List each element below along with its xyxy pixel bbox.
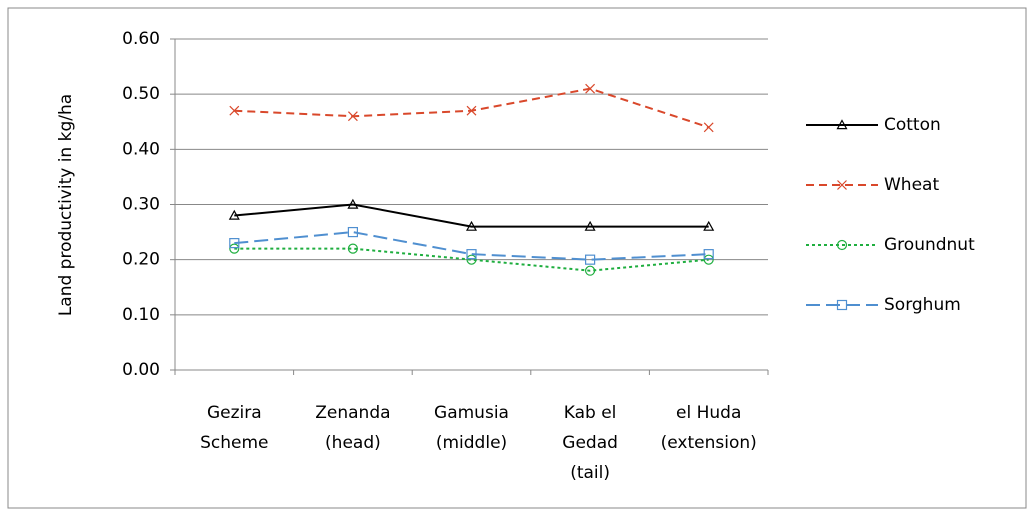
marker <box>836 119 848 130</box>
y-tick-label: 0.20 <box>122 250 160 270</box>
y-tick-label: 0.10 <box>122 305 160 325</box>
marker <box>585 83 596 94</box>
marker <box>466 249 477 260</box>
y-tick-label: 0.40 <box>122 139 160 159</box>
legend-label: Sorghum <box>884 295 961 315</box>
marker <box>465 220 478 231</box>
x-tick-label: (tail) <box>570 463 610 483</box>
marker <box>584 254 596 265</box>
legend-label: Wheat <box>884 175 939 195</box>
marker <box>584 220 596 231</box>
marker <box>228 209 240 220</box>
x-tick-label: Zenanda <box>315 403 390 423</box>
marker <box>703 254 714 265</box>
series-line <box>234 203 709 228</box>
x-tick-label: (extension) <box>661 433 757 453</box>
marker <box>466 254 477 265</box>
marker <box>837 180 847 190</box>
marker <box>347 111 358 122</box>
chart-frame <box>7 7 1027 509</box>
marker <box>229 105 240 116</box>
marker <box>347 243 358 254</box>
marker <box>466 105 477 116</box>
marker <box>229 238 240 249</box>
x-tick-label: el Huda <box>676 403 741 423</box>
x-tick-label: Gamusia <box>434 403 509 423</box>
series-line <box>234 247 709 272</box>
marker <box>584 265 596 276</box>
x-tick-label: Gedad <box>562 433 618 453</box>
marker <box>703 122 714 133</box>
marker <box>703 220 715 231</box>
marker <box>347 226 358 238</box>
marker <box>229 243 240 254</box>
marker <box>347 198 359 209</box>
marker <box>836 299 848 311</box>
legend-label: Cotton <box>884 115 941 135</box>
x-tick-label: Kab el <box>564 403 617 423</box>
x-tick-label: (middle) <box>436 433 507 453</box>
marker <box>836 239 848 251</box>
x-tick-label: (head) <box>325 433 381 453</box>
x-tick-label: Scheme <box>200 433 268 453</box>
y-axis-label: Land productivity in kg/ha <box>56 94 76 316</box>
y-tick-label: 0.50 <box>122 84 160 104</box>
y-tick-label: 0.30 <box>122 195 160 215</box>
x-tick-label: Gezira <box>207 403 262 423</box>
y-tick-label: 0.00 <box>122 360 160 380</box>
legend-label: Groundnut <box>884 235 975 255</box>
y-tick-label: 0.60 <box>122 29 160 49</box>
marker <box>703 249 714 260</box>
